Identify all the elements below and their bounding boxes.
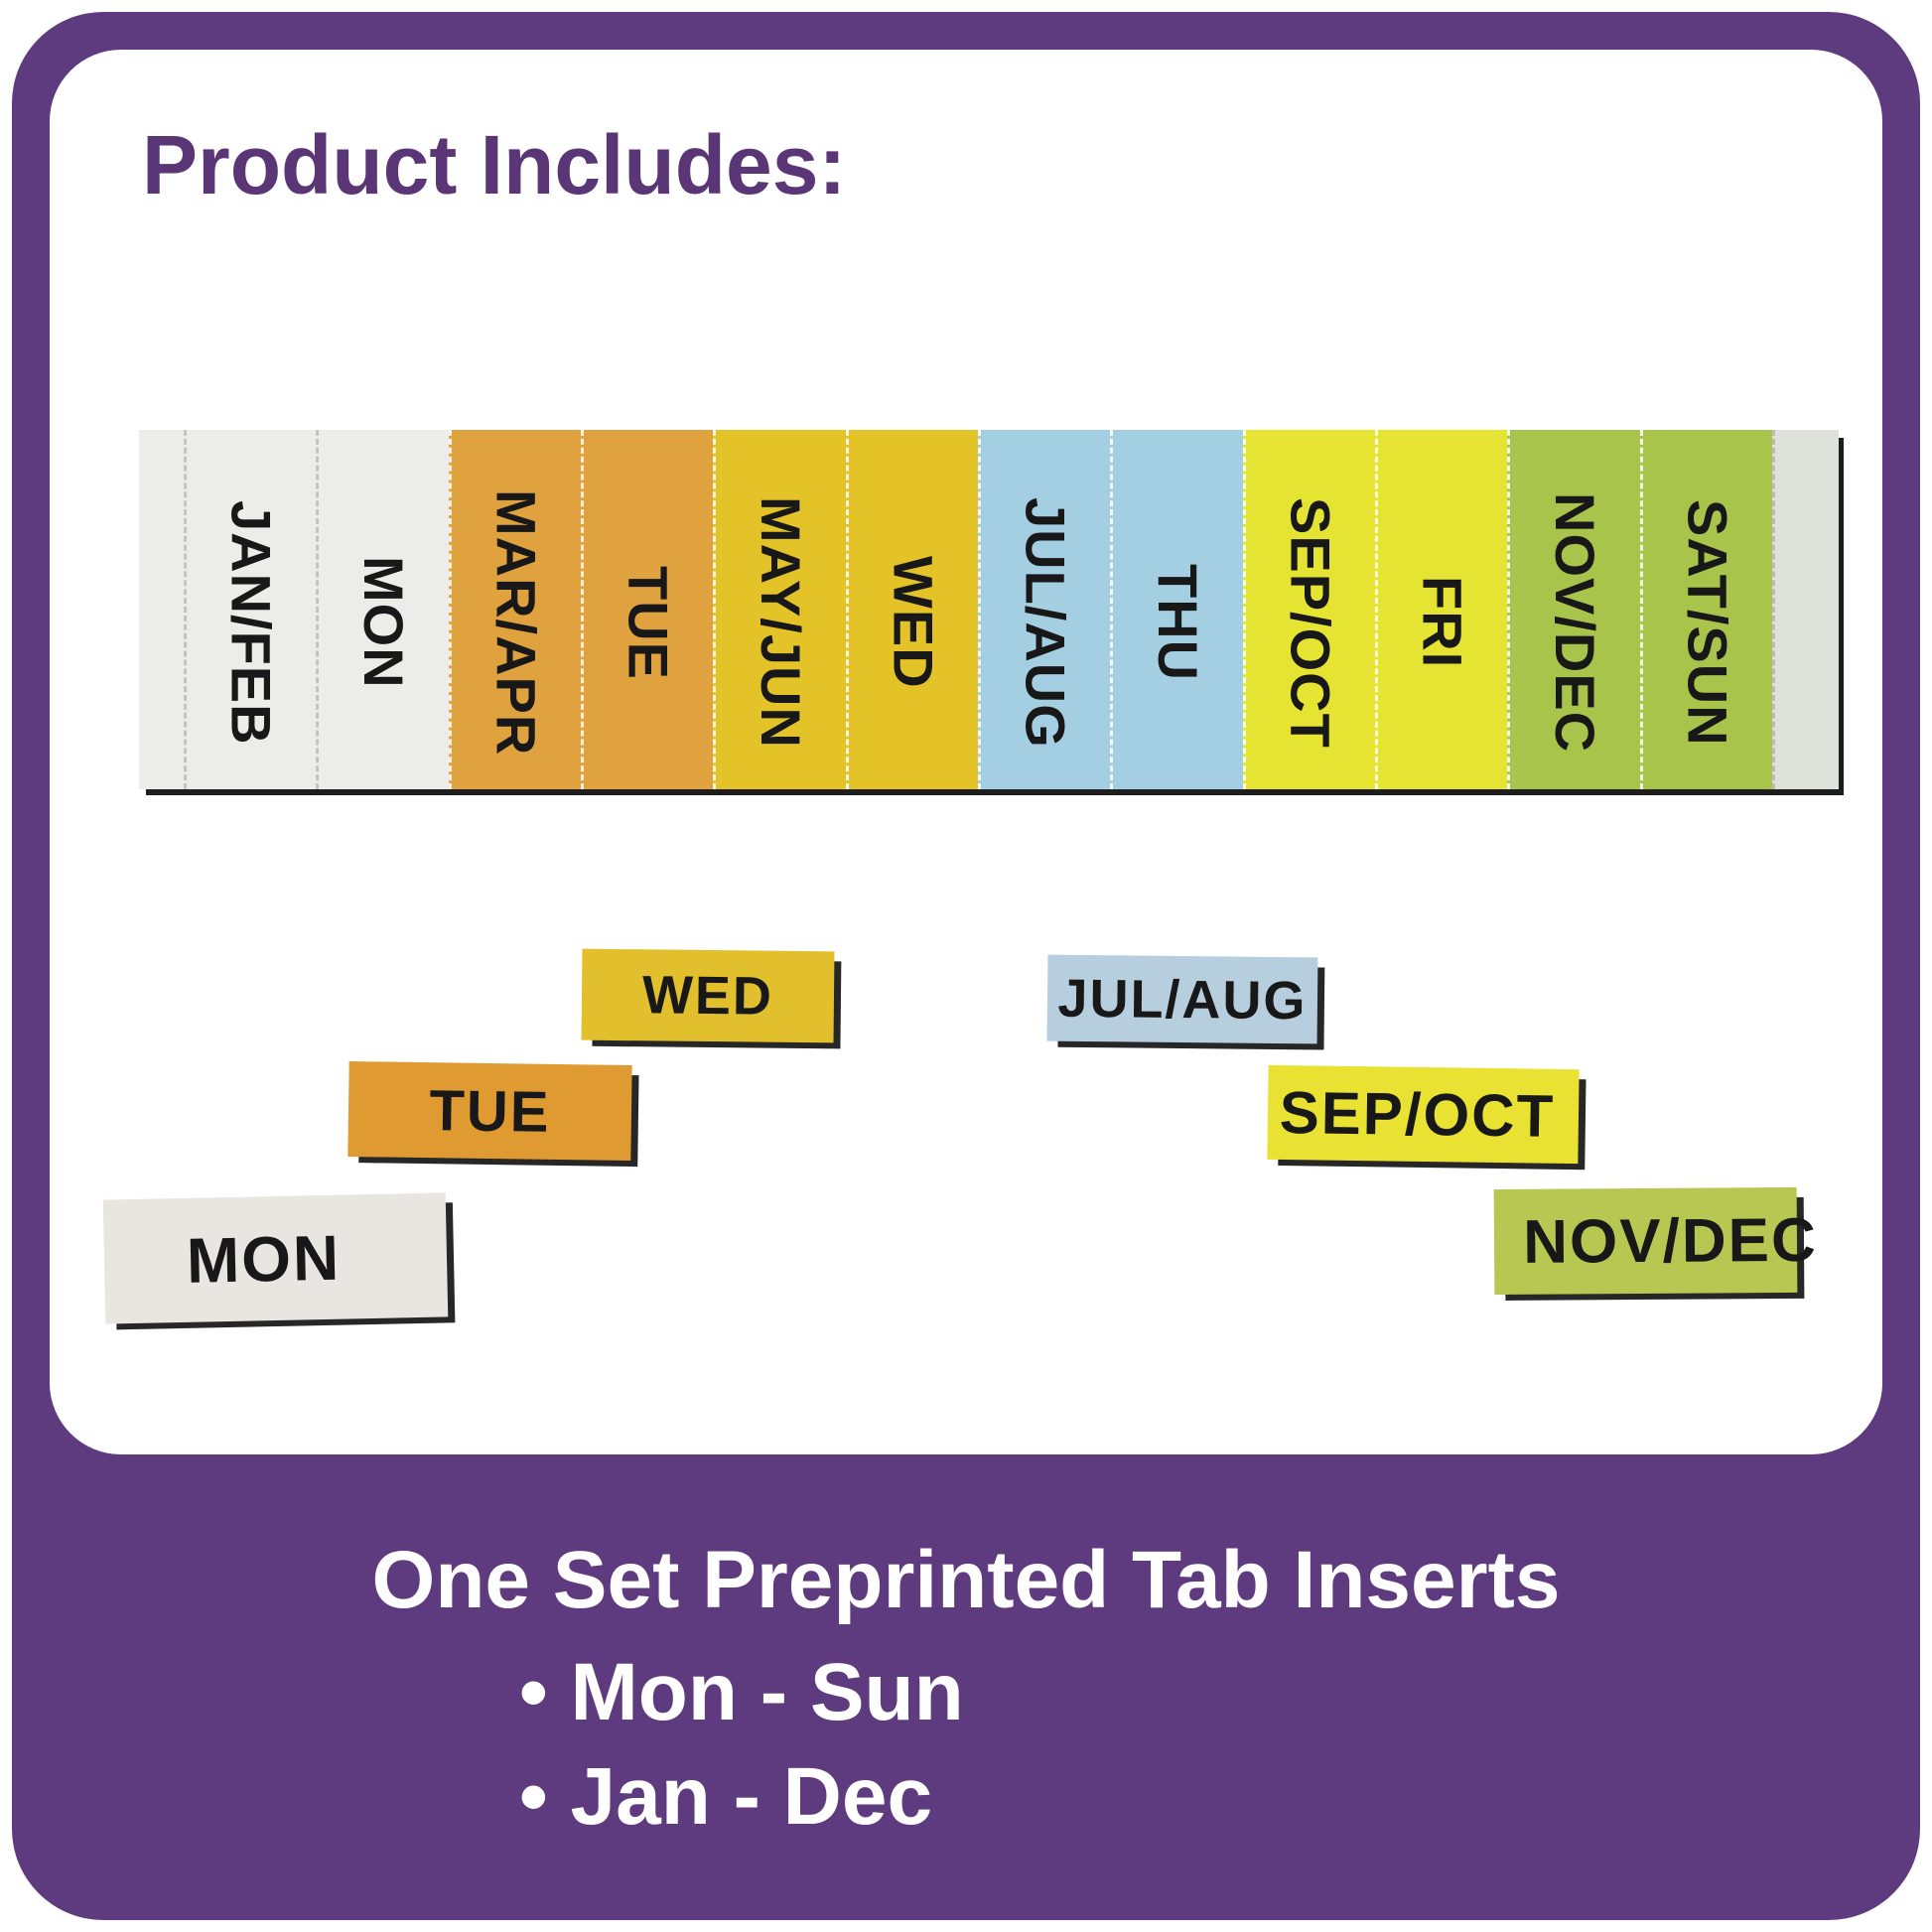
strip-tab-label: THU xyxy=(1146,563,1209,682)
strip-tab-fri: FRI xyxy=(1374,430,1508,789)
footer-heading: One Set Preprinted Tab Inserts xyxy=(371,1535,1561,1625)
strip-tab-label: NOV/DEC xyxy=(1543,491,1606,754)
page-title: Product Includes: xyxy=(142,118,847,211)
strip-tab-may-jun: MAY/JUN xyxy=(713,430,846,789)
strip-tab-label: MON xyxy=(351,556,415,689)
strip-tab-label: WED xyxy=(882,556,945,689)
strip-tab-mar-apr: MAR/APR xyxy=(448,430,581,789)
loose-tab-label: SEP/OCT xyxy=(1279,1078,1556,1150)
strip-tab-sep-oct: SEP/OCT xyxy=(1242,430,1375,789)
strip-tab-label: MAR/APR xyxy=(484,488,548,757)
footer-bullet-jan-dec: • Jan - Dec xyxy=(519,1751,933,1842)
strip-tab-label: FRI xyxy=(1411,576,1474,669)
loose-tab-label: NOV/DEC xyxy=(1523,1205,1818,1277)
loose-tab-tue: TUE xyxy=(347,1061,632,1161)
strip-tab-tue: TUE xyxy=(580,430,714,789)
tab-insert-strip: JAN/FEB MON MAR/APR TUE MAY/JUN WED JUL/AUG THU… xyxy=(139,430,1839,789)
loose-tab-nov-dec: NOV/DEC xyxy=(1493,1186,1818,1296)
loose-tab-mon: MON xyxy=(102,1192,449,1324)
loose-tab-label: JUL/AUG xyxy=(1057,968,1308,1031)
strip-tab-sat-sun: SAT/SUN xyxy=(1639,430,1772,789)
strip-end xyxy=(1771,430,1839,789)
loose-tab-sep-oct: SEP/OCT xyxy=(1267,1064,1580,1165)
strip-tab-label: JUL/AUG xyxy=(1014,496,1077,749)
strip-tab-jul-aug: JUL/AUG xyxy=(977,430,1111,789)
loose-tab-wed: WED xyxy=(581,948,835,1043)
loose-tab-label: TUE xyxy=(429,1077,551,1145)
strip-tab-label: SAT/SUN xyxy=(1676,498,1739,747)
loose-tab-jul-aug: JUL/AUG xyxy=(1046,954,1318,1044)
strip-tab-label: JAN/FEB xyxy=(219,499,283,746)
footer-bullet-mon-sun: • Mon - Sun xyxy=(519,1647,964,1737)
strip-tab-wed: WED xyxy=(845,430,978,789)
strip-stub xyxy=(139,430,184,789)
strip-tab-thu: THU xyxy=(1110,430,1243,789)
strip-tab-nov-dec: NOV/DEC xyxy=(1507,430,1640,789)
strip-tab-jan-feb: JAN/FEB xyxy=(184,430,317,789)
strip-tab-label: MAY/JUN xyxy=(749,496,812,749)
strip-tab-label: SEP/OCT xyxy=(1279,496,1342,749)
strip-tab-label: TUE xyxy=(617,565,680,680)
loose-tab-label: WED xyxy=(641,965,774,1027)
loose-tab-label: MON xyxy=(186,1221,342,1297)
strip-tab-mon: MON xyxy=(316,430,449,789)
